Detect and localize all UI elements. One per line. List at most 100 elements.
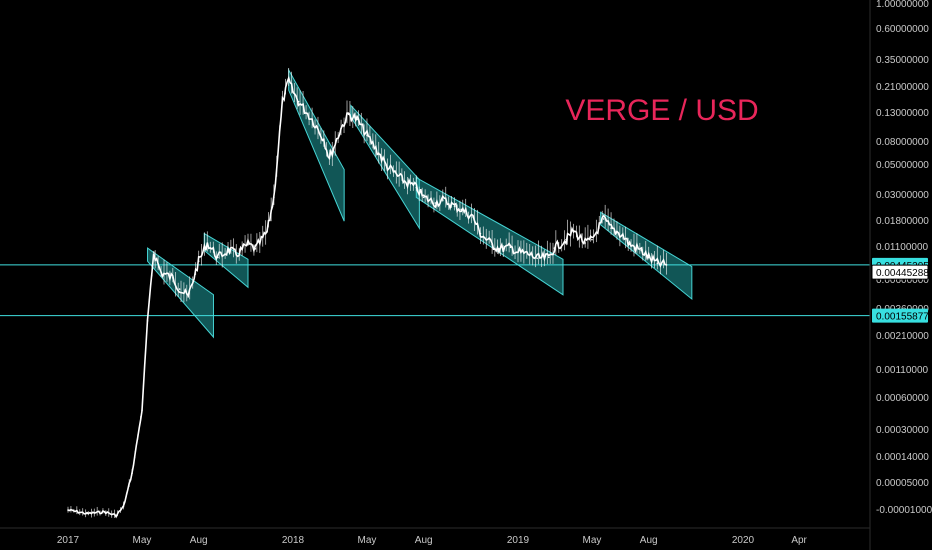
- price-point: [247, 243, 249, 246]
- last-price-badge: [871, 264, 929, 280]
- price-point: [254, 248, 257, 250]
- price-point: [509, 246, 512, 249]
- price-point: [498, 248, 500, 250]
- price-point: [273, 196, 275, 199]
- time-axis-label: May: [583, 535, 602, 546]
- level-badge: [872, 308, 928, 323]
- price-point: [396, 175, 399, 177]
- price-point: [287, 80, 290, 82]
- time-axis[interactable]: 2017 May Aug 2018 May Aug 2019 May Aug 2020 Apr: [57, 535, 808, 546]
- time-axis-label: 2018: [282, 535, 305, 546]
- price-point: [479, 232, 482, 235]
- price-point: [146, 320, 149, 322]
- chart-title: VERGE / USD: [565, 94, 758, 127]
- price-point: [292, 90, 294, 93]
- price-point: [610, 227, 612, 230]
- price-point: [528, 253, 531, 256]
- price-axis-label: 0.00600000: [876, 275, 929, 286]
- price-axis-label: 0.01100000: [876, 242, 929, 253]
- price-axis-label: 0.00014000: [876, 452, 929, 463]
- price-point: [385, 164, 387, 166]
- time-axis-label: Aug: [190, 535, 208, 546]
- price-point: [86, 512, 88, 515]
- price-point: [328, 157, 331, 160]
- price-point: [347, 113, 350, 116]
- price-point: [141, 409, 143, 412]
- price-point: [647, 256, 650, 259]
- price-axis-label: 0.05000000: [876, 160, 929, 171]
- price-point: [340, 127, 342, 130]
- price-point: [67, 509, 69, 511]
- price-axis-label: 1.00000000: [876, 0, 929, 10]
- last-price-badge-text: 0.00445288: [876, 268, 929, 279]
- price-point: [536, 257, 538, 260]
- price-point: [311, 118, 313, 121]
- price-point: [422, 196, 425, 199]
- price-axis-label: 0.13000000: [876, 108, 929, 119]
- price-series-layer: [67, 67, 668, 519]
- price-point: [656, 262, 659, 265]
- price-point: [640, 249, 643, 252]
- price-point: [491, 243, 493, 246]
- price-point: [415, 186, 418, 189]
- time-axis-label: 2019: [507, 535, 530, 546]
- time-axis-label: Aug: [640, 535, 658, 546]
- time-axis-label: 2017: [57, 535, 80, 546]
- price-axis[interactable]: 1.00000000 0.60000000 0.35000000 0.21000000…: [876, 0, 932, 516]
- price-point: [472, 216, 474, 218]
- price-point: [152, 251, 155, 253]
- price-point: [628, 243, 631, 246]
- time-axis-label: Apr: [791, 535, 807, 546]
- price-point: [160, 271, 162, 274]
- price-point: [665, 264, 668, 266]
- price-point: [131, 472, 133, 474]
- price-axis-label: 0.60000000: [876, 24, 929, 35]
- price-point: [266, 231, 268, 233]
- price-point: [584, 242, 586, 244]
- level-badge-text: 0.00155877: [876, 312, 929, 323]
- price-point: [366, 134, 368, 137]
- price-point: [122, 505, 125, 508]
- price-axis-label: 0.08000000: [876, 137, 929, 148]
- price-point: [197, 260, 200, 263]
- price-point: [377, 152, 380, 154]
- price-point: [602, 218, 605, 220]
- price-point: [206, 242, 209, 244]
- price-point: [281, 100, 284, 103]
- price-point: [517, 251, 519, 253]
- price-point: [228, 248, 231, 251]
- price-point: [235, 253, 238, 256]
- price-point: [171, 277, 174, 279]
- price-point: [187, 296, 190, 298]
- time-axis-label: Aug: [415, 535, 433, 546]
- price-point: [115, 514, 117, 517]
- price-point: [434, 202, 437, 204]
- price-axis-label: 0.00005000: [876, 478, 929, 489]
- price-point: [323, 138, 325, 140]
- price-point: [103, 511, 106, 513]
- levels-layer: [0, 264, 870, 317]
- price-point: [548, 256, 550, 259]
- price-point: [621, 234, 624, 237]
- price-axis-label: 0.21000000: [876, 82, 929, 93]
- price-point: [565, 238, 567, 241]
- price-point: [591, 238, 593, 241]
- time-axis-label: May: [133, 535, 152, 546]
- price-point: [460, 208, 463, 211]
- price-axis-label: 0.00060000: [876, 393, 929, 404]
- price-point: [553, 247, 556, 249]
- time-axis-label: 2020: [732, 535, 755, 546]
- price-axis-label: 0.00110000: [876, 365, 929, 376]
- price-point: [178, 288, 181, 290]
- price-point: [441, 199, 444, 201]
- price-point: [356, 118, 358, 121]
- price-point: [403, 180, 406, 183]
- price-axis-label: 0.00030000: [876, 425, 929, 436]
- price-point: [572, 230, 575, 232]
- price-axis-label: 0.03000000: [876, 190, 929, 201]
- price-axis-label: 0.01800000: [876, 216, 929, 227]
- price-point: [297, 100, 300, 103]
